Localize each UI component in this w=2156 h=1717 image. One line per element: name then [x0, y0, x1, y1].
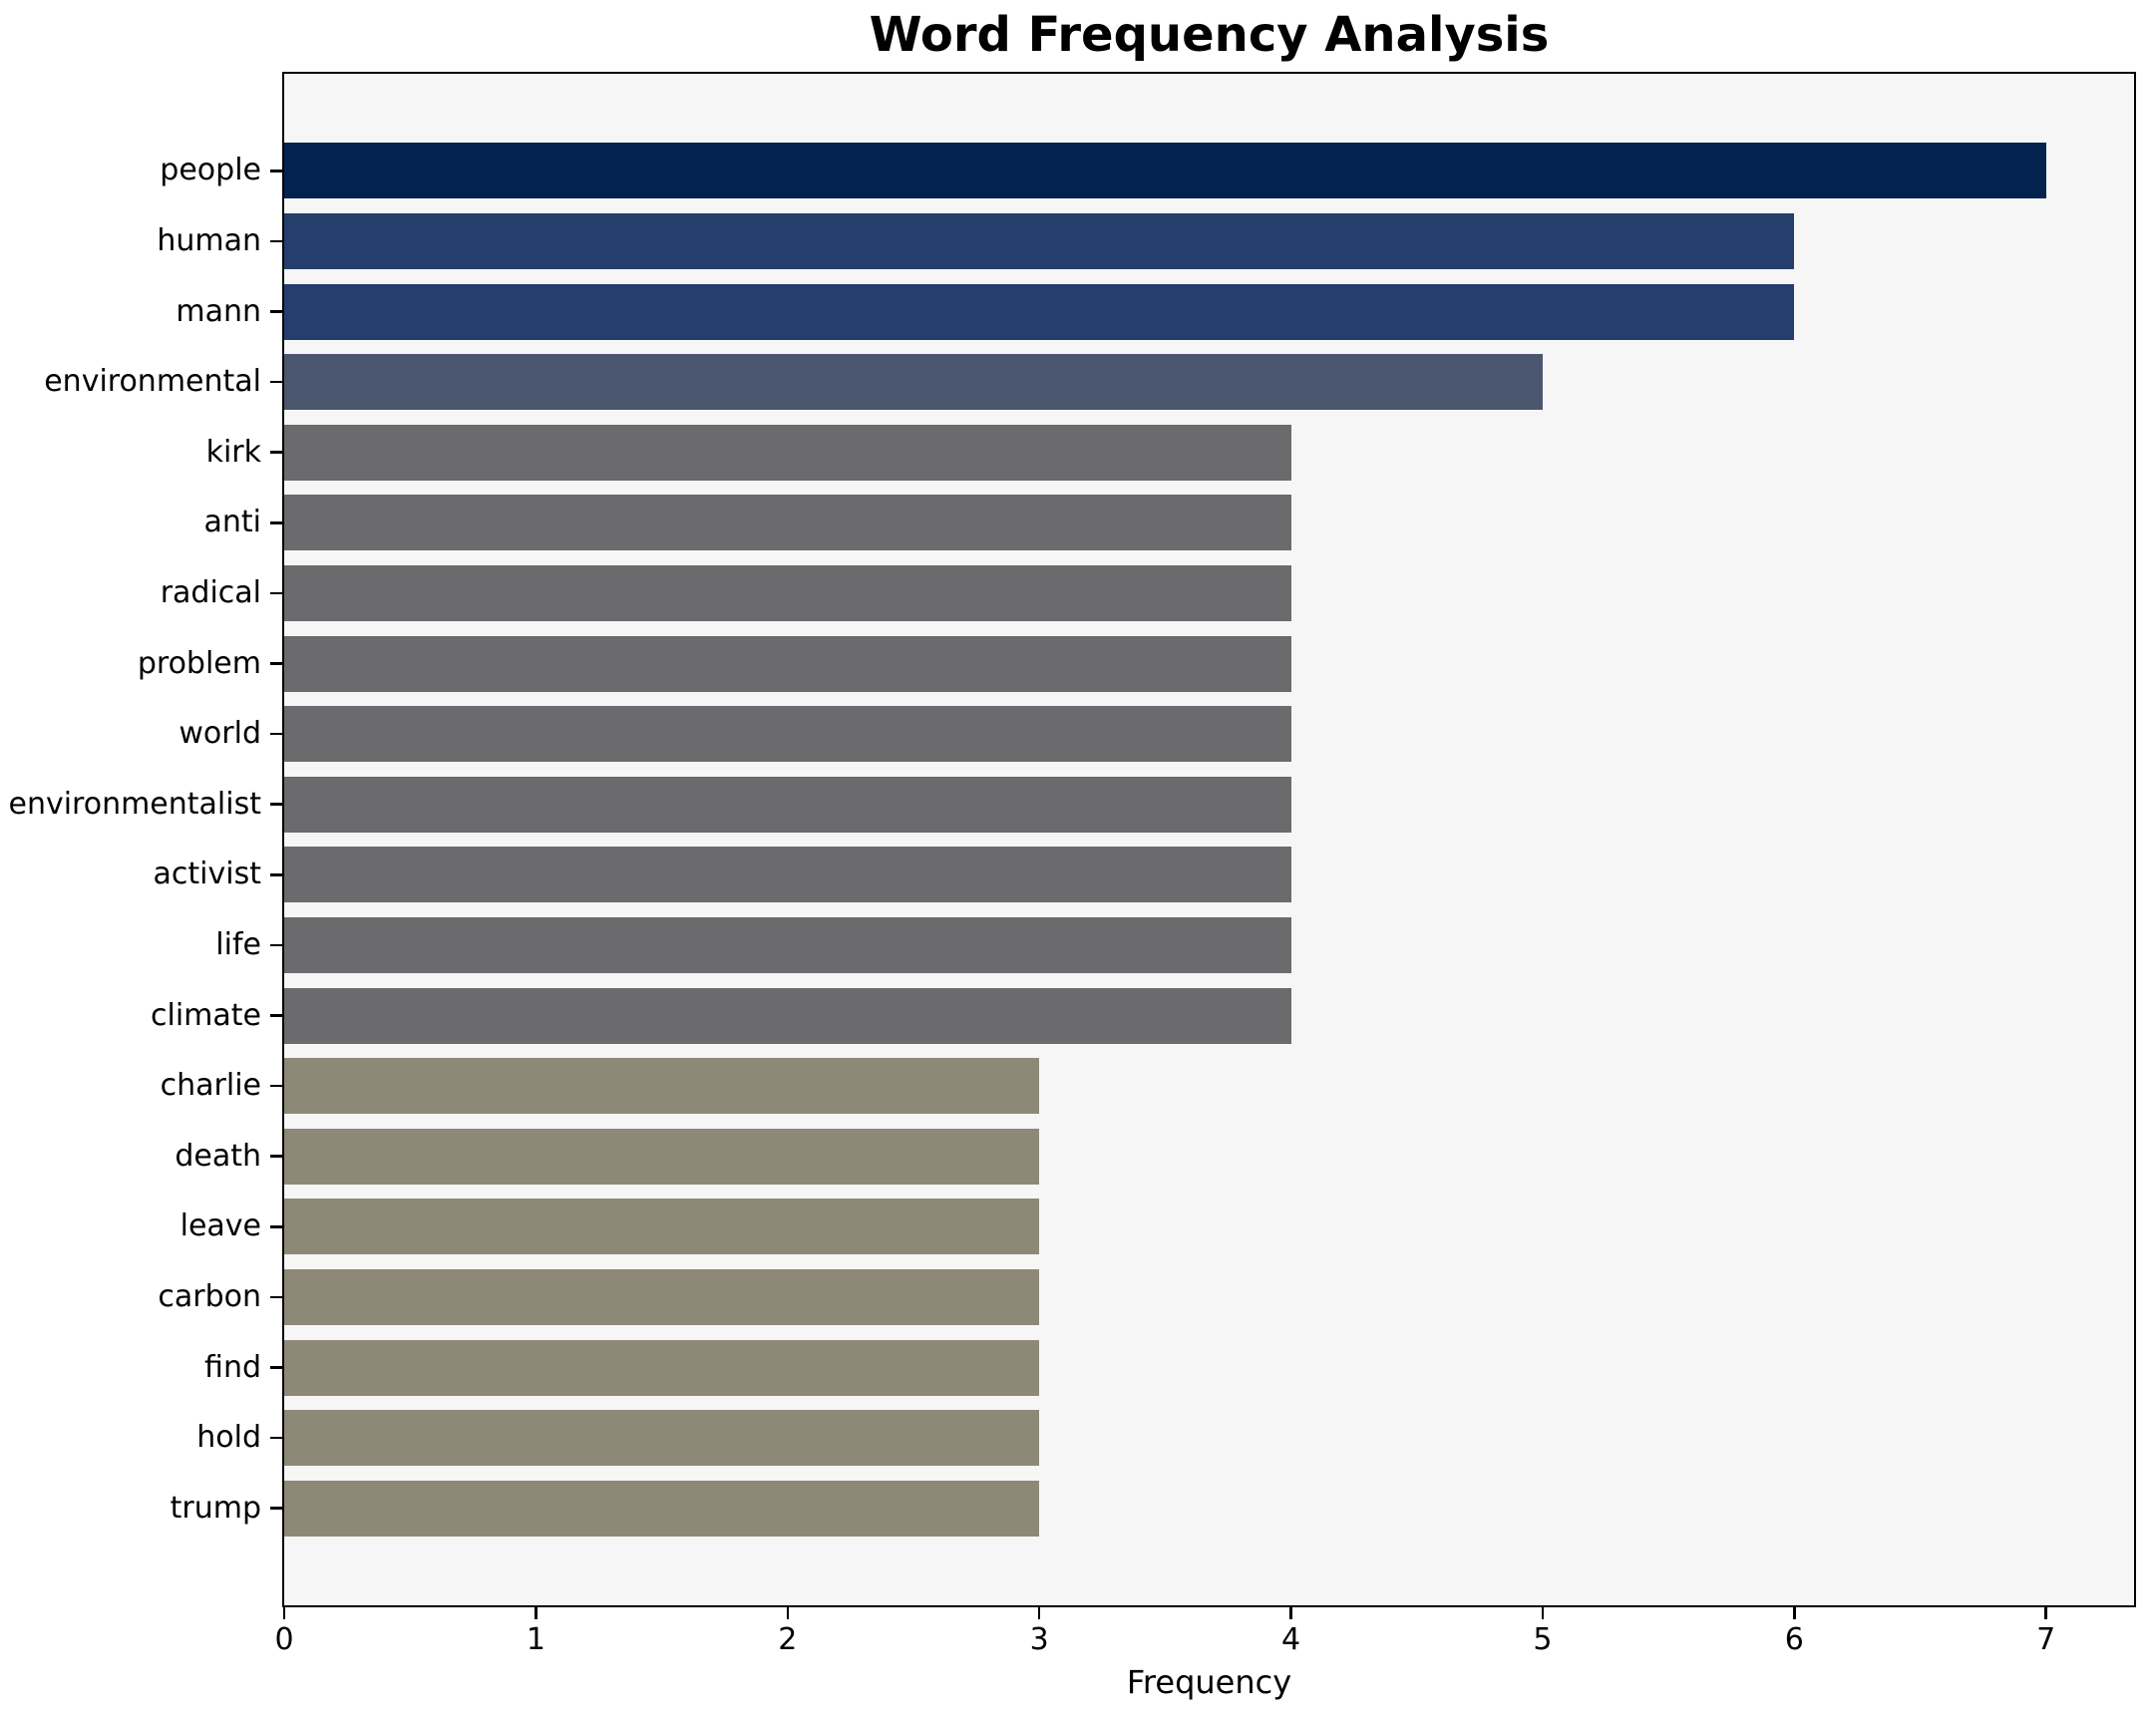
- y-tick-mark: [270, 380, 282, 384]
- x-tick-label: 5: [1533, 1622, 1553, 1657]
- y-tick-label: carbon: [158, 1278, 261, 1314]
- bar-hold: [284, 1410, 1040, 1467]
- y-tick-mark: [270, 521, 282, 524]
- x-axis-title: Frequency: [1126, 1663, 1292, 1701]
- x-tick-label: 2: [778, 1622, 798, 1657]
- y-tick-label: people: [160, 153, 261, 188]
- y-tick-mark: [270, 1507, 282, 1510]
- bar-activist: [284, 847, 1291, 903]
- y-tick-mark: [270, 1155, 282, 1158]
- y-tick-label: mann: [176, 293, 261, 329]
- x-tick-mark: [2044, 1607, 2047, 1619]
- bar-carbon: [284, 1268, 1040, 1325]
- y-tick-label: problem: [137, 645, 261, 681]
- bar-life: [284, 916, 1291, 973]
- y-tick-label: kirk: [205, 434, 261, 470]
- y-tick-label: leave: [180, 1208, 261, 1244]
- y-tick-mark: [270, 451, 282, 454]
- y-tick-mark: [270, 1366, 282, 1369]
- bar-leave: [284, 1199, 1040, 1255]
- y-tick-mark: [270, 873, 282, 876]
- y-tick-label: anti: [203, 505, 262, 540]
- bar-climate: [284, 987, 1291, 1044]
- y-tick-mark: [270, 310, 282, 313]
- y-tick-label: environmental: [44, 364, 261, 400]
- x-tick-mark: [1793, 1607, 1796, 1619]
- x-tick-label: 6: [1784, 1622, 1804, 1657]
- x-tick-mark: [282, 1607, 286, 1619]
- bar-find: [284, 1339, 1040, 1396]
- y-tick-mark: [270, 170, 282, 172]
- bar-radical: [284, 564, 1291, 621]
- bar-environmentalist: [284, 776, 1291, 833]
- y-tick-mark: [270, 1436, 282, 1440]
- bar-world: [284, 706, 1291, 763]
- y-tick-mark: [270, 1084, 282, 1088]
- x-tick-label: 7: [2036, 1622, 2056, 1657]
- y-tick-label: death: [175, 1138, 261, 1174]
- y-tick-label: activist: [153, 857, 261, 892]
- y-tick-label: world: [179, 716, 261, 752]
- y-tick-mark: [270, 803, 282, 806]
- y-tick-label: climate: [151, 997, 261, 1033]
- x-tick-mark: [1541, 1607, 1545, 1619]
- x-tick-mark: [786, 1607, 789, 1619]
- x-tick-mark: [1289, 1607, 1292, 1619]
- y-tick-mark: [270, 1225, 282, 1228]
- y-tick-label: trump: [170, 1490, 261, 1526]
- y-tick-label: charlie: [160, 1068, 261, 1104]
- bar-anti: [284, 495, 1291, 551]
- y-tick-label: environmentalist: [8, 786, 261, 822]
- bar-human: [284, 212, 1795, 269]
- y-tick-mark: [270, 662, 282, 665]
- x-tick-label: 4: [1280, 1622, 1301, 1657]
- x-tick-mark: [1037, 1607, 1041, 1619]
- bar-mann: [284, 283, 1795, 340]
- y-tick-mark: [270, 1014, 282, 1017]
- y-tick-label: human: [157, 222, 261, 258]
- bar-charlie: [284, 1058, 1040, 1115]
- y-tick-label: life: [215, 926, 261, 962]
- bar-kirk: [284, 424, 1291, 481]
- bar-death: [284, 1128, 1040, 1185]
- x-tick-mark: [535, 1607, 538, 1619]
- y-tick-label: hold: [196, 1420, 261, 1456]
- x-tick-label: 0: [274, 1622, 294, 1657]
- y-tick-mark: [270, 591, 282, 595]
- chart-title: Word Frequency Analysis: [869, 7, 1550, 63]
- bar-environmental: [284, 354, 1543, 411]
- y-tick-mark: [270, 732, 282, 736]
- bar-people: [284, 143, 2046, 199]
- x-tick-label: 3: [1029, 1622, 1049, 1657]
- bar-problem: [284, 635, 1291, 692]
- y-tick-label: radical: [160, 574, 261, 610]
- y-tick-mark: [270, 943, 282, 947]
- y-tick-mark: [270, 1295, 282, 1299]
- x-tick-label: 1: [526, 1622, 545, 1657]
- bar-trump: [284, 1480, 1040, 1537]
- y-tick-mark: [270, 239, 282, 243]
- plot-area: [282, 72, 2136, 1607]
- y-tick-label: find: [204, 1349, 261, 1385]
